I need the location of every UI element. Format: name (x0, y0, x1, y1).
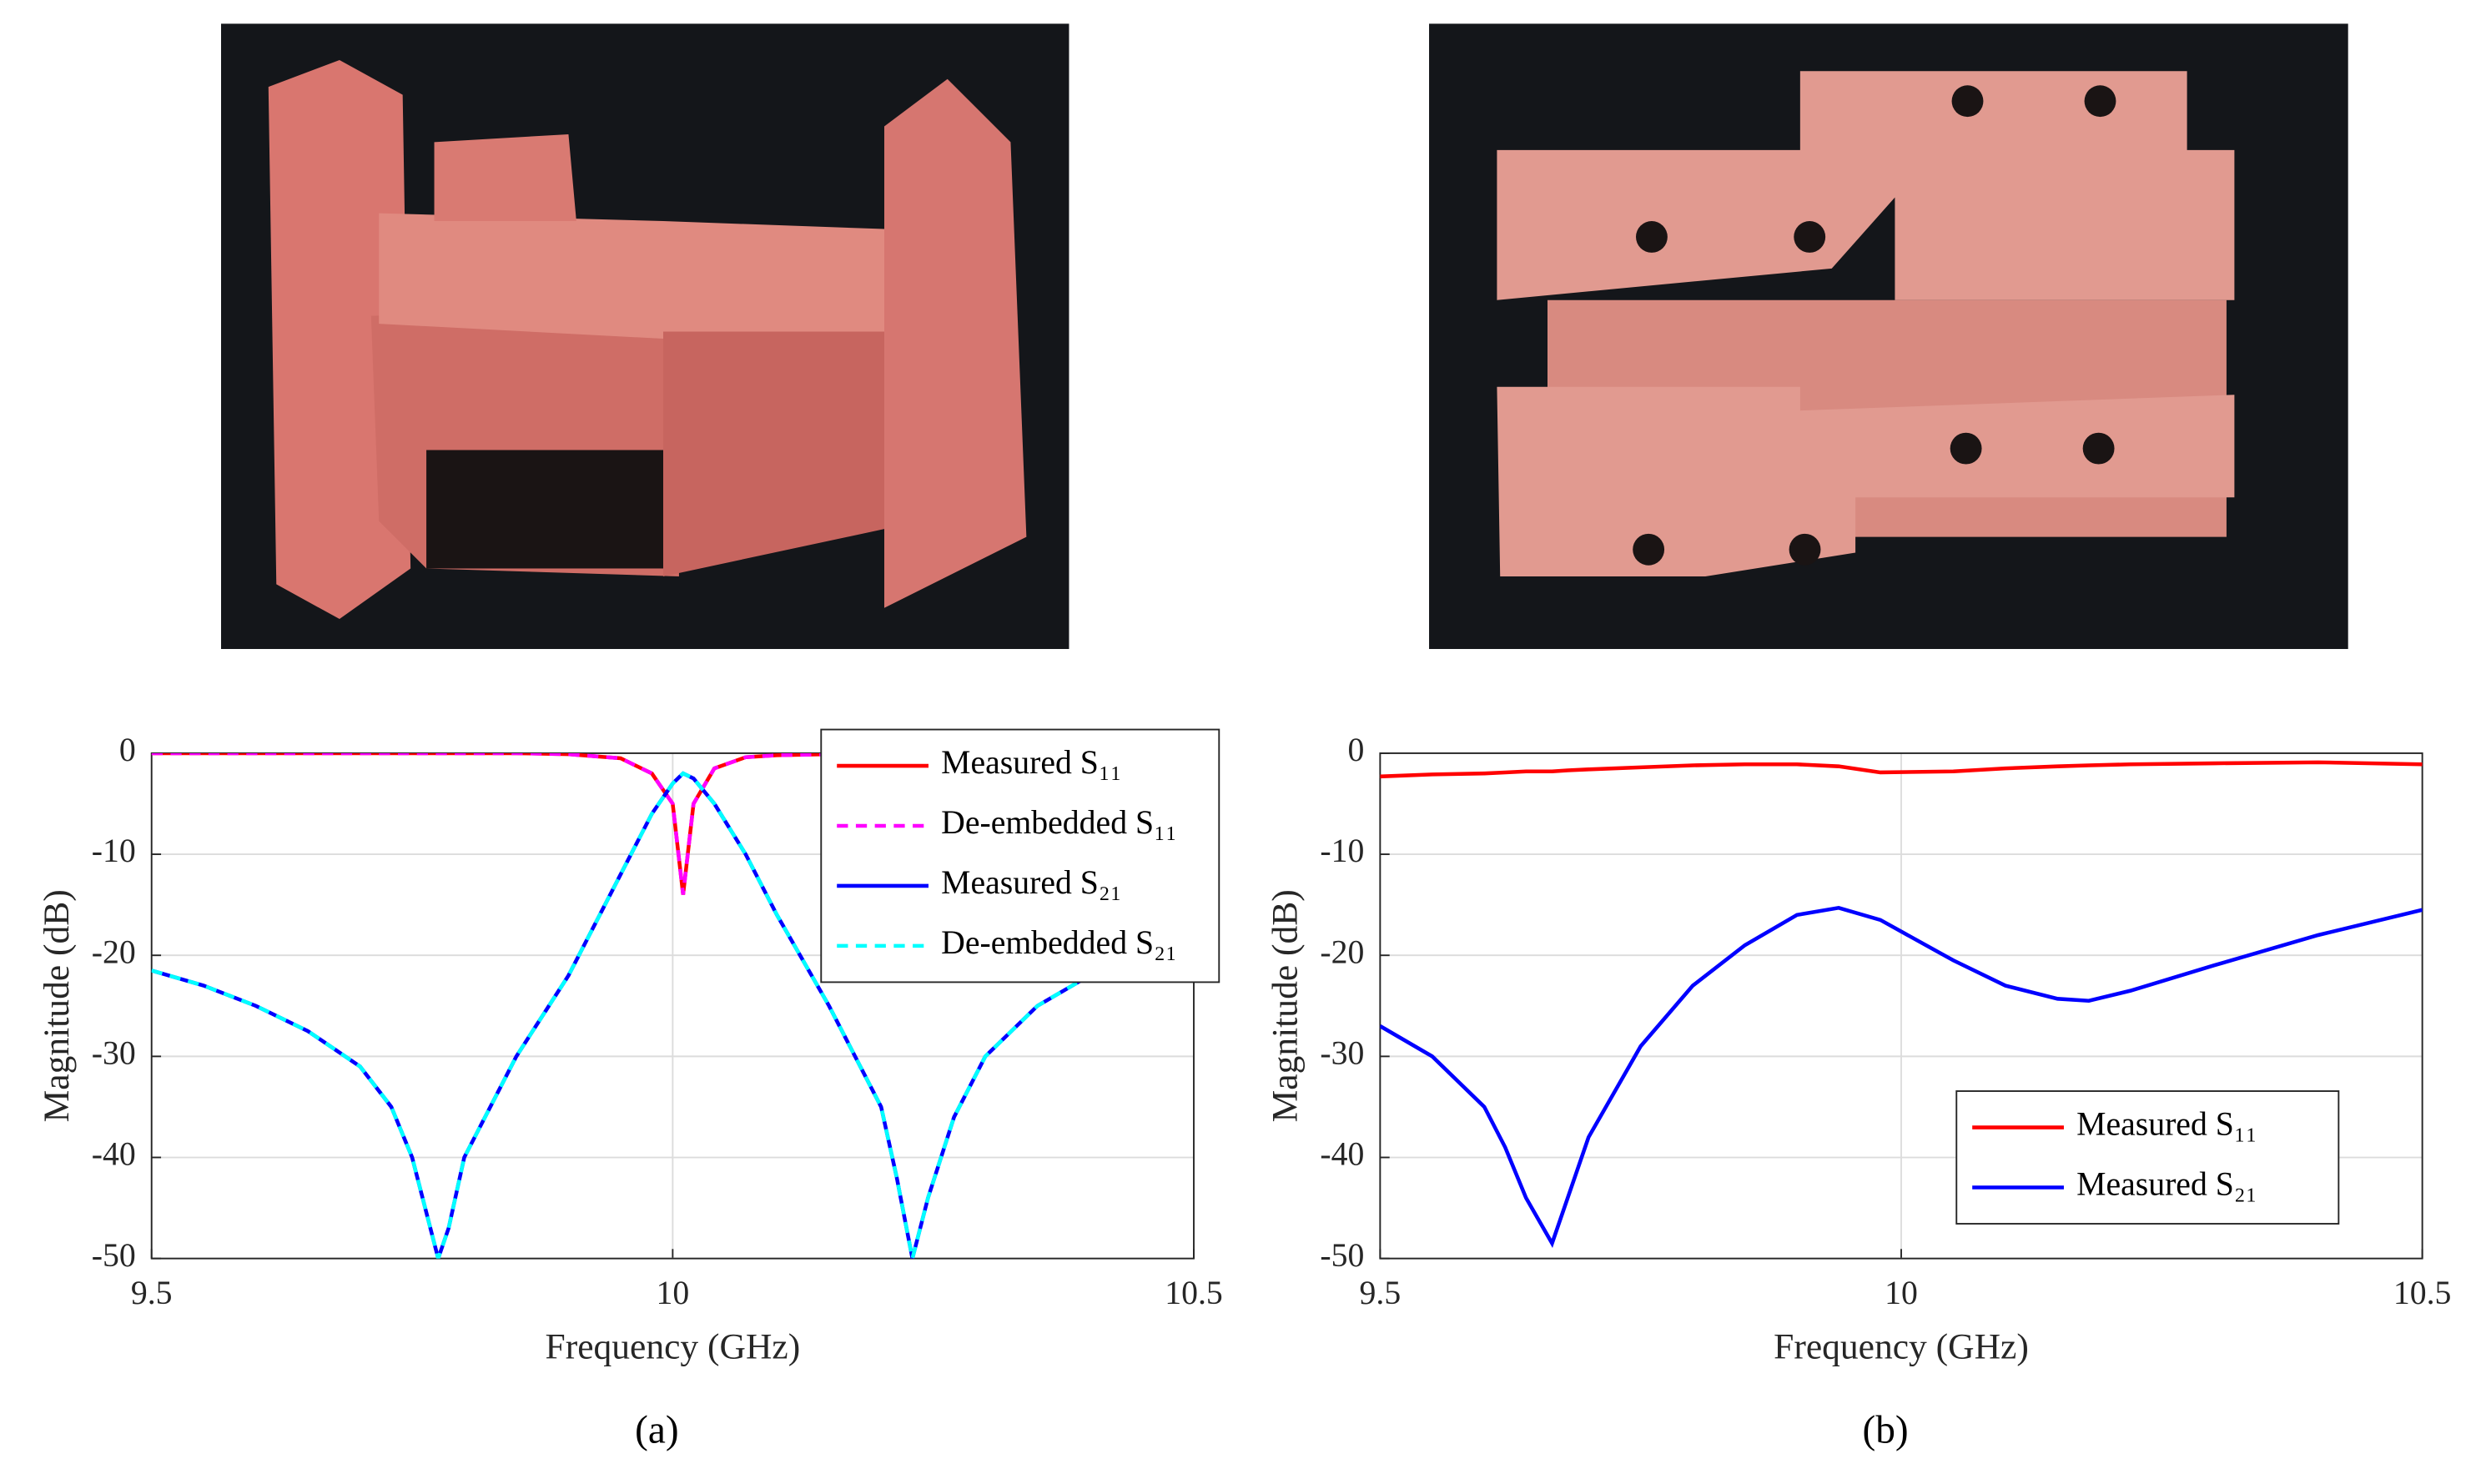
y-tick-label: -40 (1320, 1136, 1364, 1173)
legend-label: Measured S₂₁ (2076, 1166, 2257, 1203)
plot-frame (1379, 752, 2423, 1260)
y-tick-label: -10 (92, 833, 136, 869)
y-tick-label: -40 (92, 1136, 136, 1173)
photo-a (221, 23, 1069, 650)
legend-label: De-embedded S₁₁ (941, 804, 1177, 841)
legend-label: Measured S₂₁ (941, 864, 1122, 901)
y-tick-label: -50 (1320, 1237, 1364, 1274)
y-tick-label: -30 (92, 1034, 136, 1071)
legend-label: De-embedded S₂₁ (941, 924, 1177, 961)
y-tick-label: -20 (1320, 933, 1364, 970)
x-tick-label: 10.5 (2393, 1275, 2452, 1311)
y-tick-label: 0 (119, 732, 136, 768)
x-tick-label: 9.5 (131, 1275, 173, 1311)
x-tick-label: 10 (1885, 1275, 1918, 1311)
legend-label: Measured S₁₁ (941, 744, 1122, 781)
y-tick-label: -50 (92, 1237, 136, 1274)
series-line (1380, 760, 2423, 779)
chart: 9.5 10 10.5 -50 -40 -30 -20 -10 0 Frequency (GHz)… (1266, 732, 2452, 1452)
legend-box (1955, 1090, 2340, 1225)
lines (151, 752, 1194, 1259)
series-line (151, 771, 1194, 1259)
legend-label: Measured S₁₁ (2076, 1106, 2257, 1143)
y-tick-label: -30 (1320, 1034, 1364, 1071)
y-axis-label: Magnitude (dB) (37, 889, 77, 1122)
chart: 9.5 10 10.5 -50 -40 -30 -20 -10 0 Frequency (GHz)… (37, 728, 1223, 1452)
series-line (151, 752, 1194, 895)
photo-b (1429, 23, 2348, 650)
legend: Measured S₁₁ Measured S₂₁ (1955, 1090, 2340, 1225)
y-tick-label: 0 (1348, 732, 1365, 768)
x-tick-label: 10.5 (1165, 1275, 1223, 1311)
y-tick-label: -10 (1320, 833, 1364, 869)
legend: Measured S₁₁ De-embedded S₁₁ Measured S₂₁ D… (820, 728, 1220, 983)
x-tick-label: 10 (656, 1275, 689, 1311)
lines (1380, 760, 2423, 1248)
x-axis-label: Frequency (GHz) (1774, 1326, 2029, 1366)
charts: 9.5 10 10.5 -50 -40 -30 -20 -10 0 Frequency (GHz)… (37, 728, 2452, 1452)
panel-caption: (b) (1862, 1409, 1908, 1452)
x-tick-label: 9.5 (1360, 1275, 1402, 1311)
series-line (1380, 905, 2423, 1248)
y-tick-label: -20 (92, 933, 136, 970)
legend-box (820, 728, 1220, 983)
plot-frame (150, 752, 1195, 1260)
x-axis-label: Frequency (GHz) (546, 1326, 801, 1366)
y-axis-label: Magnitude (dB) (1266, 889, 1306, 1122)
panel-caption: (a) (635, 1409, 679, 1452)
